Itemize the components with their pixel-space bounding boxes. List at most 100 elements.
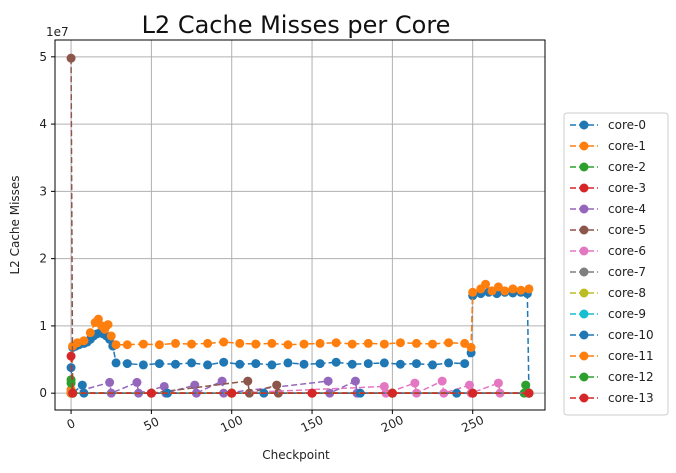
data-point [468,287,478,297]
legend-label: core-9 [608,307,646,321]
data-point [379,339,389,349]
data-point [103,320,113,330]
data-point [159,381,169,391]
data-point [283,358,293,368]
legend-label: core-3 [608,181,646,195]
data-point [267,360,277,370]
data-point [235,338,245,348]
legend-item: core-12 [570,370,654,384]
data-point [132,377,142,387]
data-point [428,360,438,370]
data-point [500,286,510,296]
data-point [219,357,229,367]
data-point [508,284,518,294]
data-point [464,380,474,390]
data-point [350,376,360,386]
series-line [70,283,530,390]
legend-marker [579,141,589,151]
data-point [315,359,325,369]
data-point [154,340,164,350]
data-point [68,388,78,398]
data-point [307,388,317,398]
data-point [516,285,526,295]
legend-label: core-0 [608,118,646,132]
data-point [444,358,454,368]
data-point [363,338,373,348]
data-point [481,279,491,289]
y-tick-label: 2 [39,252,47,266]
data-point [272,380,282,390]
data-point [379,358,389,368]
data-point [379,381,389,391]
series-core-1 [66,279,534,395]
data-point [93,314,103,324]
data-point [251,359,261,369]
data-point [437,376,447,386]
data-point [395,359,405,369]
data-point [299,339,309,349]
data-point [105,377,115,387]
data-point [347,359,357,369]
legend-label: core-10 [608,328,654,342]
data-point [187,339,197,349]
legend-label: core-4 [608,202,646,216]
data-point [299,359,309,369]
legend-item: core-9 [570,307,646,321]
series-layer [66,53,534,398]
data-point [283,340,293,350]
data-point [493,282,503,292]
legend-item: core-7 [570,265,646,279]
x-axis-label: Checkpoint [262,448,330,462]
legend-label: core-12 [608,370,654,384]
data-point [203,360,213,370]
data-point [460,359,470,369]
data-point [122,340,132,350]
data-point [323,376,333,386]
data-point [122,359,132,369]
legend-item: core-10 [570,328,654,342]
data-point [187,358,197,368]
data-point [347,339,357,349]
data-point [524,388,534,398]
data-point [460,338,470,348]
data-point [85,328,95,338]
y-tick-label: 1 [39,319,47,333]
data-point [203,338,213,348]
data-point [387,388,397,398]
legend-marker [579,120,589,130]
x-tick-label: 0 [65,416,78,432]
y-axis-ticks: 0 1 2 3 4 5 [39,50,55,400]
data-point [452,388,462,398]
data-point [219,337,229,347]
legend-marker [579,309,589,319]
data-point [111,358,121,368]
legend-item: core-3 [570,181,646,195]
data-point [444,338,454,348]
data-point [66,351,76,361]
legend-marker [579,393,589,403]
series-core-13 [66,351,534,398]
data-point [138,339,148,349]
legend-marker [579,162,589,172]
data-point [251,339,261,349]
legend-label: core-8 [608,286,646,300]
data-point [66,53,76,63]
plot-frame [54,39,546,411]
legend-item: core-5 [570,223,646,237]
data-point [170,359,180,369]
legend-marker [579,330,589,340]
data-point [411,338,421,348]
legend-marker [579,288,589,298]
data-point [493,378,503,388]
data-point [219,388,229,398]
data-point [235,359,245,369]
legend-marker [579,204,589,214]
x-tick-label: 100 [218,413,245,435]
data-point [468,388,478,398]
legend-item: core-2 [570,160,646,174]
series-core-4 [66,376,534,398]
data-point [66,378,76,388]
data-point [395,338,405,348]
x-tick-label: 150 [299,413,326,435]
data-point [381,388,391,398]
